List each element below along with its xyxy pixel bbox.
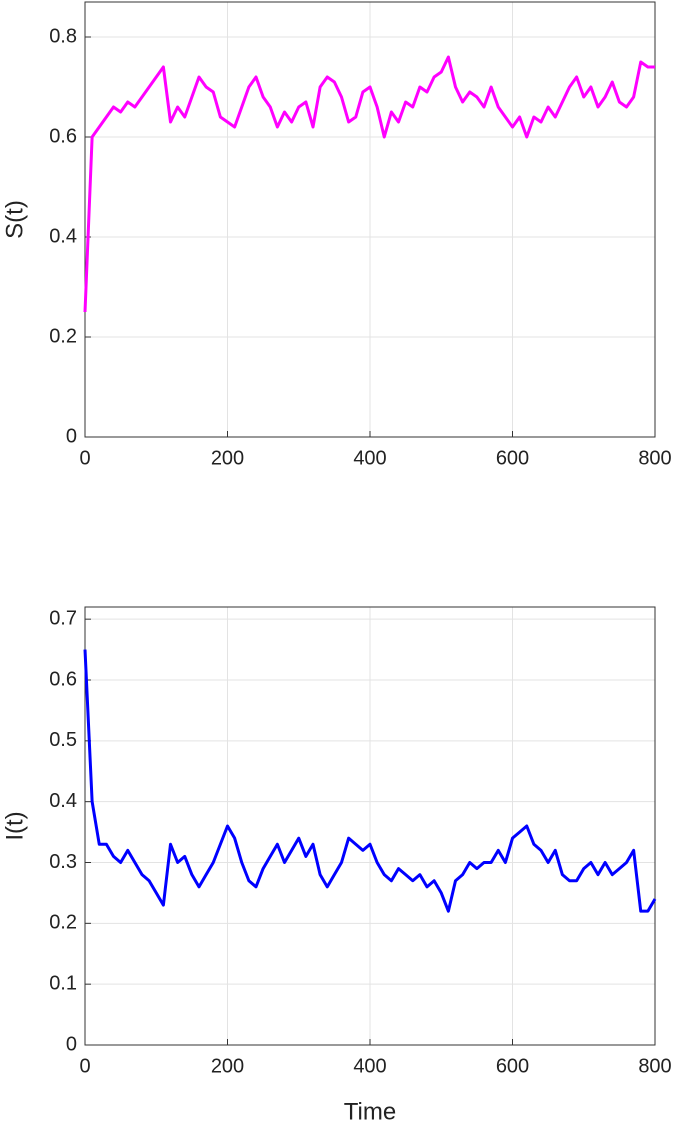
y-tick-label: 0 [66, 1033, 77, 1055]
x-tick-label: 600 [496, 447, 529, 469]
y-tick-label: 0.4 [49, 225, 77, 247]
x-tick-label: 0 [79, 447, 90, 469]
x-axis-label: Time [344, 1098, 396, 1125]
x-tick-label: 200 [211, 447, 244, 469]
x-tick-label: 600 [496, 1055, 529, 1077]
y-tick-label: 0.8 [49, 25, 77, 47]
y-tick-label: 0.4 [49, 790, 77, 812]
x-tick-label: 200 [211, 1055, 244, 1077]
data-line [83, 55, 655, 313]
data-line [83, 649, 657, 913]
plot-frame [84, 1, 656, 438]
y-tick-label: 0.2 [49, 325, 77, 347]
y-tick-label: 0 [66, 425, 77, 447]
x-tick-label: 400 [353, 1055, 386, 1077]
y-tick-label: 0.3 [49, 851, 77, 873]
y-axis-label: S(t) [1, 200, 28, 239]
y-tick-label: 0.7 [49, 607, 77, 629]
y-tick-label: 0.5 [49, 729, 77, 751]
x-tick-label: 400 [353, 447, 386, 469]
x-tick-label: 0 [79, 1055, 90, 1077]
y-tick-label: 0.6 [49, 668, 77, 690]
plot-frame [84, 606, 656, 1046]
y-tick-label: 0.1 [49, 972, 77, 994]
x-tick-label: 800 [638, 447, 671, 469]
y-axis-label: I(t) [1, 811, 28, 840]
y-tick-label: 0.2 [49, 912, 77, 934]
x-tick-label: 800 [638, 1055, 671, 1077]
y-tick-label: 0.6 [49, 125, 77, 147]
